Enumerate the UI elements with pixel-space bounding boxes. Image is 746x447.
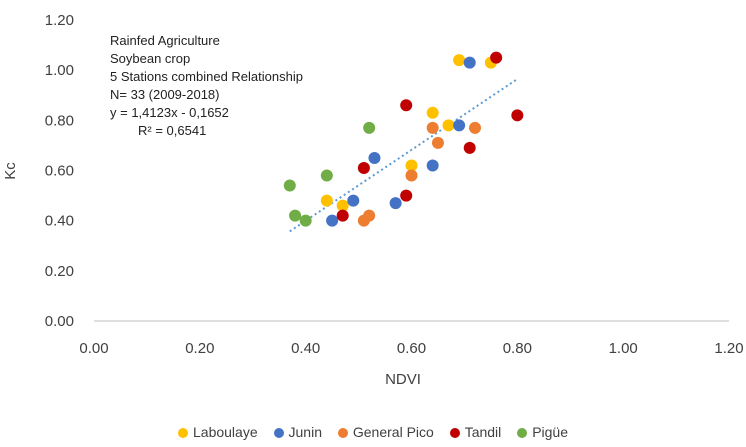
point-junin [389, 197, 402, 210]
x-tick-label: 0.60 [397, 340, 426, 357]
legend-marker [273, 428, 284, 438]
data-points [283, 51, 524, 227]
legend-marker [449, 428, 460, 438]
y-axis-title: Kc [2, 162, 19, 180]
point-laboulaye [336, 199, 349, 212]
legend-label: Tandil [464, 424, 502, 440]
point-pigue [289, 209, 302, 222]
point-tandil [490, 51, 503, 64]
point-general-pico [426, 121, 439, 134]
point-junin [463, 56, 476, 69]
legend-label: Junin [288, 424, 322, 440]
regression-annotation: Rainfed Agriculture Soybean crop 5 Stati… [110, 32, 303, 140]
point-general-pico [405, 169, 418, 182]
point-junin [326, 214, 339, 227]
legend-item-tandil: Tandil [449, 424, 502, 440]
point-laboulaye [442, 119, 455, 132]
x-tick-label: 0.00 [79, 340, 108, 357]
point-tandil [336, 209, 349, 222]
legend-label: Pigüe [532, 424, 568, 440]
annotation-line: 5 Stations combined Relationship [110, 69, 303, 84]
y-tick-label: 0.20 [45, 263, 74, 280]
annotation-line: y = 1,4123x - 0,1652 [110, 105, 229, 120]
y-tick-label: 1.20 [45, 12, 74, 29]
legend-item-junin: Junin [273, 424, 322, 440]
point-junin [426, 159, 439, 172]
annotation-line: Rainfed Agriculture [110, 33, 220, 48]
x-tick-label: 0.80 [503, 340, 532, 357]
chart-legend: Laboulaye Junin General Pico Tandil Pigü… [0, 424, 746, 440]
legend-label: Laboulaye [193, 424, 258, 440]
legend-marker [517, 428, 528, 438]
point-tandil [400, 189, 413, 202]
point-junin [368, 151, 381, 164]
x-tick-label: 0.40 [291, 340, 320, 357]
y-axis-ticks: 0.00 0.20 0.40 0.60 0.80 1.00 1.20 [45, 12, 74, 330]
point-tandil [463, 141, 476, 154]
point-general-pico [363, 209, 376, 222]
x-tick-label: 1.20 [714, 340, 743, 357]
point-junin [453, 119, 466, 132]
point-tandil [511, 109, 524, 122]
x-tick-label: 1.00 [609, 340, 638, 357]
point-junin [347, 194, 360, 207]
point-general-pico [469, 121, 481, 134]
point-tandil [400, 99, 413, 112]
legend-marker [178, 428, 188, 438]
x-axis-title: NDVI [385, 371, 421, 388]
point-laboulaye [426, 106, 439, 119]
point-tandil [357, 161, 370, 174]
point-general-pico [431, 136, 444, 149]
point-laboulaye [405, 159, 418, 172]
point-pigue [283, 179, 296, 192]
legend-item-laboulaye: Laboulaye [178, 424, 258, 440]
y-tick-label: 1.00 [45, 62, 74, 79]
annotation-line: N= 33 (2009-2018) [110, 87, 220, 102]
point-pigue [299, 214, 312, 227]
legend-label: General Pico [352, 424, 434, 440]
y-tick-label: 0.40 [45, 213, 74, 230]
point-laboulaye [320, 194, 333, 207]
point-laboulaye [453, 54, 466, 67]
point-pigue [363, 121, 376, 134]
y-tick-label: 0.00 [45, 313, 74, 330]
point-pigue [320, 169, 333, 182]
annotation-line: Soybean crop [110, 51, 191, 66]
legend-item-general-pico: General Pico [337, 424, 434, 440]
legend-item-pigue: Pigüe [517, 424, 568, 440]
y-tick-label: 0.60 [45, 163, 74, 180]
annotation-r-squared: R² = 0,6541 [138, 123, 207, 138]
y-tick-label: 0.80 [45, 112, 74, 129]
x-axis-ticks: 0.00 0.20 0.40 0.60 0.80 1.00 1.20 [79, 340, 743, 357]
x-tick-label: 0.20 [185, 340, 214, 357]
legend-marker [337, 428, 348, 438]
